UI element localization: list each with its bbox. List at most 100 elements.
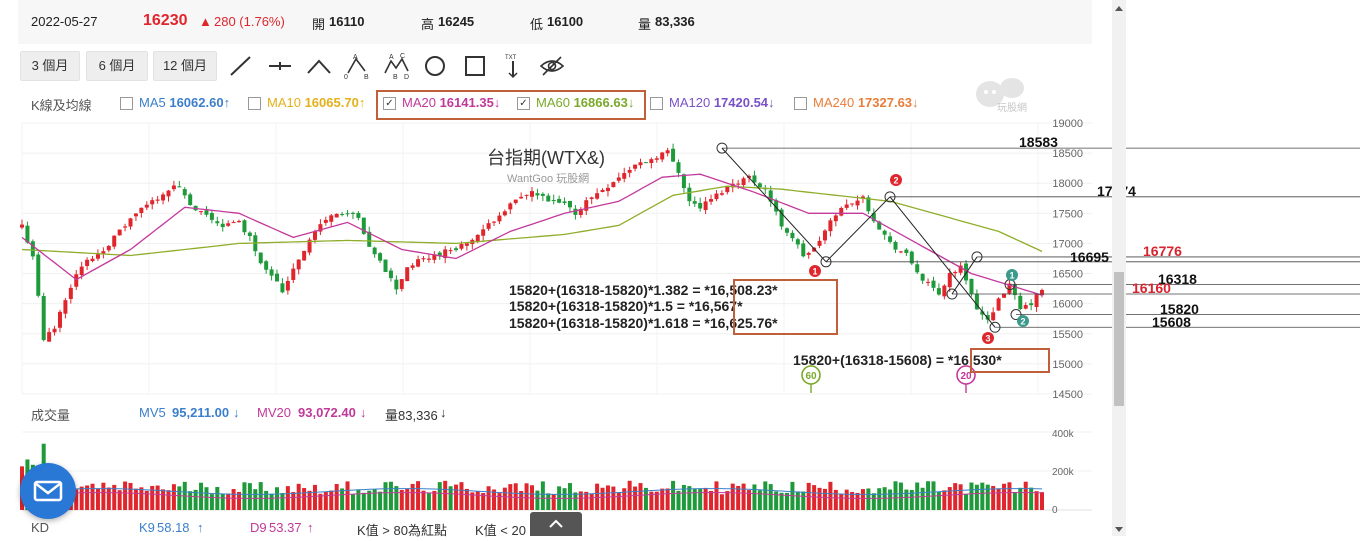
y-tick-label: 14500 (1052, 389, 1083, 401)
ma-checkbox-ma10[interactable] (248, 97, 261, 110)
candle-body (161, 194, 166, 201)
collapse-panel-button[interactable] (530, 512, 582, 536)
volume-bar (616, 492, 621, 510)
candle-body (974, 293, 979, 310)
scroll-up-icon[interactable] (1113, 3, 1125, 13)
volume-bar (633, 486, 638, 510)
candle-body (356, 212, 361, 218)
candle-body (166, 190, 171, 197)
high-label: 高 (421, 17, 435, 32)
volume-bar (502, 487, 507, 510)
volume-bar (622, 488, 627, 510)
ma-checkbox-ma240[interactable] (794, 97, 807, 110)
volume-bar (291, 492, 296, 510)
volume-bar (660, 488, 665, 510)
candle-body (296, 259, 301, 270)
candle-body (345, 213, 350, 215)
period-6m-button[interactable]: 6 個月 (86, 51, 148, 81)
volume-bar (779, 492, 784, 510)
scroll-down-icon[interactable] (1113, 524, 1125, 534)
volume-bar (871, 493, 876, 510)
ma-name: MA5 (139, 95, 170, 110)
text-tool-icon[interactable]: TXT (499, 53, 527, 79)
candle-body (681, 174, 686, 189)
candle-body (828, 220, 833, 232)
volume-bar (280, 493, 285, 510)
ma-value: 16141.35 (439, 95, 494, 110)
candle-body (410, 265, 415, 268)
candle-body (942, 285, 947, 297)
abc-tool-icon[interactable]: A 0 B (343, 53, 371, 79)
mv20-line (21, 492, 1043, 499)
wave-tool-icon[interactable] (305, 53, 333, 79)
volume-bar (877, 488, 882, 510)
volume-bar (307, 490, 312, 510)
rect-tool-icon[interactable] (461, 53, 489, 79)
candle-body (920, 273, 925, 281)
candle-body (350, 212, 355, 214)
contact-mail-button[interactable] (20, 463, 76, 519)
candle-body (177, 186, 182, 188)
candle-body (361, 217, 366, 234)
abcd-letter-a: A (389, 54, 394, 61)
volume-bar (649, 491, 654, 510)
candle-body (247, 232, 252, 236)
candle-body (736, 183, 741, 185)
volume-bar (828, 481, 833, 510)
ma-name: MA20 (402, 95, 440, 110)
volume-bar (736, 485, 741, 510)
volume-bar (1012, 491, 1017, 510)
volume-bar (486, 486, 491, 510)
vertical-scrollbar[interactable] (1112, 0, 1126, 536)
hline-tool-icon[interactable] (266, 53, 294, 79)
volume-bar (226, 493, 231, 510)
candle-body (25, 225, 30, 243)
volume-bar (1018, 487, 1023, 510)
candle-body (600, 189, 605, 192)
candle-body (432, 254, 437, 260)
y-tick-label: 16000 (1052, 299, 1083, 311)
candle-body (237, 220, 242, 223)
mail-icon (33, 480, 63, 502)
abcd-tool-icon[interactable]: A C B D (382, 53, 410, 79)
candle-body (904, 249, 909, 254)
fib-1382-formula: 15820+(16318-15820)*1.382 = (509, 282, 705, 298)
ma-checkbox-ma5[interactable] (120, 97, 133, 110)
volume-bar (193, 489, 198, 510)
candle-body (226, 223, 231, 226)
hide-tool-icon[interactable] (538, 53, 566, 79)
candle-body (643, 162, 648, 164)
volume-bar (958, 484, 963, 510)
scrollbar-thumb[interactable] (1114, 272, 1124, 406)
candle-body (855, 200, 860, 206)
y-tick-label: 16500 (1052, 269, 1083, 281)
line-tool-icon[interactable] (226, 53, 254, 79)
candle-body (768, 190, 773, 202)
open-label: 開 (312, 17, 326, 32)
calc-formula: 15820+(16318-15608) = (793, 352, 948, 368)
volume-bar (643, 487, 648, 510)
ma-checkbox-ma120[interactable] (650, 97, 663, 110)
volume-bar (101, 482, 106, 510)
ma-checkbox-ma20[interactable]: ✓ (383, 97, 396, 110)
volume-bar (719, 494, 724, 510)
candle-body (926, 281, 931, 283)
candle-body (909, 251, 914, 264)
period-3m-button[interactable]: 3 個月 (20, 51, 80, 81)
candle-body (540, 193, 545, 196)
volume-bar (237, 491, 242, 510)
ma-checkbox-ma60[interactable]: ✓ (517, 97, 530, 110)
candle-body (36, 254, 41, 296)
candle-body (150, 200, 155, 205)
pivot-marker (989, 321, 1001, 333)
volume-bar (209, 494, 214, 510)
wave-line (951, 256, 978, 295)
circle-tool-icon[interactable] (421, 53, 449, 79)
volume-bar (95, 488, 100, 510)
candle-body (372, 247, 377, 255)
period-12m-button[interactable]: 12 個月 (153, 51, 217, 81)
volume-bar (378, 491, 383, 510)
candle-body (812, 247, 817, 252)
volume-bar (144, 490, 149, 510)
candle-body (220, 223, 225, 228)
